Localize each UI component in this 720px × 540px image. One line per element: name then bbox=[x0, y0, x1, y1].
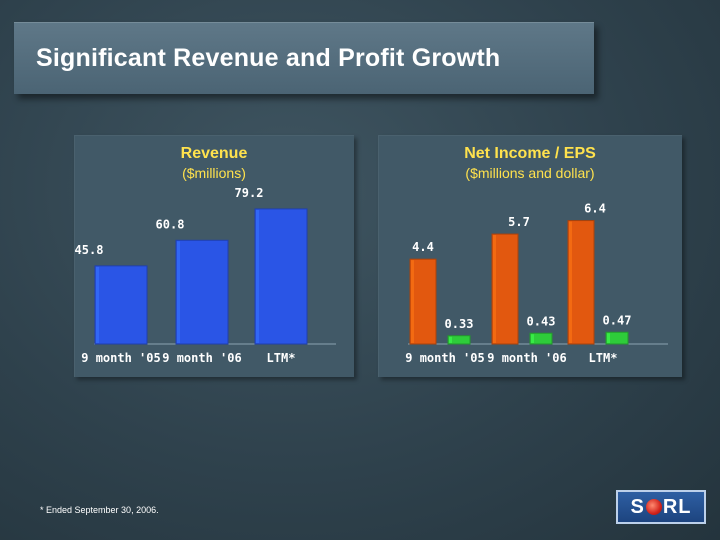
net-income-bar-1-highlight bbox=[493, 235, 496, 343]
net-income-bar-0 bbox=[409, 258, 437, 345]
eps-value-label-0: 0.33 bbox=[445, 317, 474, 331]
net-income-bar-0-highlight bbox=[411, 260, 414, 343]
revenue-value-label-2: 79.2 bbox=[235, 186, 264, 200]
eps-bar-1 bbox=[529, 332, 553, 345]
net-income-chart-panel: Net Income / EPS ($millions and dollar) … bbox=[378, 135, 682, 377]
revenue-value-label-1: 60.8 bbox=[156, 217, 185, 231]
net-income-value-label-2: 6.4 bbox=[584, 202, 606, 216]
logo-text-left: S bbox=[630, 495, 645, 518]
revenue-value-label-0: 45.8 bbox=[75, 243, 104, 257]
net-income-value-label-1: 5.7 bbox=[508, 215, 530, 229]
net-income-chart: 4.4 0.33 9 month '05 5.7 0.43 9 month '06 6.4 0… bbox=[405, 202, 668, 365]
income-chart-subtitle: ($millions and dollar) bbox=[465, 165, 595, 181]
revenue-chart-title: Revenue bbox=[180, 145, 248, 162]
net-income-bar-2 bbox=[567, 220, 595, 345]
revenue-chart-subtitle: ($millions) bbox=[182, 165, 246, 181]
income-chart-title: Net Income / EPS bbox=[464, 145, 596, 162]
income-x-tick-0: 9 month '05 bbox=[405, 351, 484, 365]
globe-icon bbox=[645, 499, 662, 515]
net-income-value-label-0: 4.4 bbox=[412, 240, 434, 254]
eps-bar-0-highlight bbox=[449, 336, 452, 343]
sorl-logo: S RL bbox=[616, 490, 706, 524]
revenue-bar-0-highlight bbox=[96, 266, 99, 343]
income-x-tick-2: LTM* bbox=[589, 351, 618, 365]
revenue-x-tick-2: LTM* bbox=[267, 351, 296, 365]
eps-bar-2-highlight bbox=[607, 333, 610, 343]
net-income-bar-1 bbox=[491, 233, 519, 345]
revenue-chart-panel: Revenue ($millions) 45.8 9 month '05 60.8 9… bbox=[74, 135, 354, 377]
logo-text-right: RL bbox=[662, 495, 692, 518]
revenue-bar-0 bbox=[94, 265, 148, 345]
revenue-bar-1-highlight bbox=[177, 241, 180, 343]
title-banner: Significant Revenue and Profit Growth bbox=[14, 22, 594, 94]
footnote: * Ended September 30, 2006. bbox=[40, 505, 159, 515]
eps-bar-1-highlight bbox=[531, 334, 534, 343]
page-title: Significant Revenue and Profit Growth bbox=[36, 44, 501, 72]
revenue-chart: 45.8 9 month '05 60.8 9 month '06 79.2 LTM* bbox=[75, 186, 336, 365]
revenue-bar-1 bbox=[175, 239, 229, 345]
eps-bar-0 bbox=[447, 335, 471, 345]
eps-value-label-2: 0.47 bbox=[603, 313, 632, 327]
revenue-bar-2-highlight bbox=[256, 209, 259, 343]
income-x-tick-1: 9 month '06 bbox=[487, 351, 566, 365]
eps-bar-2 bbox=[605, 331, 629, 345]
revenue-x-tick-0: 9 month '05 bbox=[81, 351, 160, 365]
revenue-x-tick-1: 9 month '06 bbox=[162, 351, 241, 365]
revenue-bar-2 bbox=[254, 208, 308, 345]
eps-value-label-1: 0.43 bbox=[527, 314, 556, 328]
net-income-bar-2-highlight bbox=[569, 221, 572, 343]
